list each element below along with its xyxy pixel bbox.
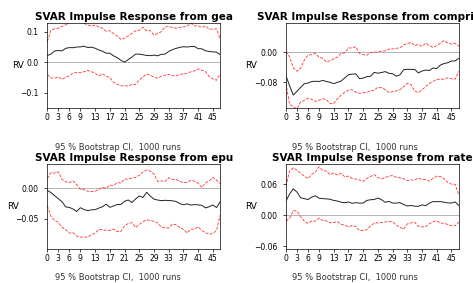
- Title: SVAR Impulse Response from comprice: SVAR Impulse Response from comprice: [257, 12, 473, 22]
- Title: SVAR Impulse Response from rate: SVAR Impulse Response from rate: [272, 153, 473, 163]
- Text: 95 % Bootstrap CI,  1000 runs: 95 % Bootstrap CI, 1000 runs: [55, 273, 181, 282]
- Title: SVAR Impulse Response from epu: SVAR Impulse Response from epu: [35, 153, 233, 163]
- Y-axis label: RV: RV: [7, 202, 19, 211]
- Title: SVAR Impulse Response from gea: SVAR Impulse Response from gea: [35, 12, 233, 22]
- Text: 95 % Bootstrap CI,  1000 runs: 95 % Bootstrap CI, 1000 runs: [55, 143, 181, 152]
- Text: 95 % Bootstrap CI,  1000 runs: 95 % Bootstrap CI, 1000 runs: [292, 143, 418, 152]
- Y-axis label: RV: RV: [12, 61, 24, 70]
- Y-axis label: RV: RV: [245, 61, 257, 70]
- Y-axis label: RV: RV: [245, 202, 257, 211]
- Text: 95 % Bootstrap CI,  1000 runs: 95 % Bootstrap CI, 1000 runs: [292, 273, 418, 282]
